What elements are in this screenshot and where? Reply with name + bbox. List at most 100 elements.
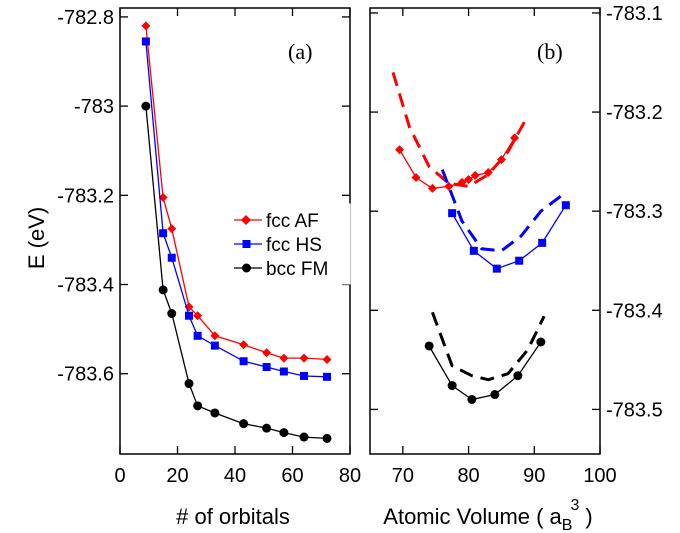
panel-b-point (536, 337, 546, 347)
panel-a-point (185, 311, 193, 320)
panel-a-point (193, 401, 203, 411)
panel-b-series-line (440, 169, 562, 253)
panel-b-ytick-label: -783.2 (606, 102, 663, 124)
panel-b-point (515, 256, 524, 265)
panel-a-point (141, 101, 151, 111)
panel-a-point (141, 21, 151, 31)
panel-a-point (279, 428, 289, 438)
panel-a-label: (a) (288, 39, 312, 64)
panel-a-point (279, 353, 289, 363)
panel-a-point (159, 229, 168, 238)
panel-b-point (411, 172, 421, 182)
panel-a-ytick-label: -782.8 (57, 7, 114, 29)
panel-b-xtick-label: 90 (523, 465, 545, 487)
legend-marker-fcc-af (241, 215, 251, 225)
panel-b-xlabel-sub: B (562, 517, 573, 533)
panel-a-point (167, 224, 177, 234)
legend-marker-bcc-fm (242, 263, 251, 273)
panel-a-marks (141, 21, 332, 443)
panel-a-point (239, 357, 248, 366)
panel-b-point (538, 238, 547, 247)
legend-label-fcc-af: fcc AF (266, 211, 319, 232)
panel-a-point (193, 311, 203, 321)
panel-b-xtick-label: 70 (392, 465, 414, 487)
panel-a-xtick-label: 20 (166, 465, 188, 487)
panel-a-point (158, 285, 168, 295)
panel-b-point (492, 264, 501, 273)
panel-b-point (467, 394, 477, 404)
panel-b-point (464, 174, 474, 184)
panel-b-point (510, 133, 520, 143)
panel-a-point (210, 341, 219, 350)
legend-entry-fcc-af: fcc AF (234, 211, 319, 232)
panel-b-frame (369, 7, 601, 455)
legend-marker-fcc-hs (242, 240, 251, 248)
panel-b-xtick-label: 100 (583, 465, 616, 487)
panel-a-point (141, 37, 150, 46)
panel-a-point (322, 433, 332, 443)
panel-a-point (167, 309, 177, 319)
panel-a-point (210, 331, 220, 341)
panel-b-point (447, 381, 457, 391)
panel-a-point (239, 419, 249, 429)
panel-a-point (299, 432, 309, 442)
panel-b-point (448, 209, 457, 218)
panel-b-series-line (430, 311, 546, 382)
panel-a-point (184, 379, 194, 389)
panel-a-point (193, 331, 202, 340)
panel-a-xlabel: # of orbitals (176, 504, 290, 529)
panel-a-point (323, 372, 331, 381)
panel-b-xlabel-sup: 3 (570, 497, 579, 514)
panel-a-point (262, 363, 271, 372)
panel-b-xtick-label: 80 (457, 465, 479, 487)
panel-a-point (300, 371, 308, 380)
panel-a-xtick-label: 0 (114, 465, 125, 487)
panel-a-point (158, 193, 168, 203)
panel-b-ytick-label: -783.5 (606, 399, 663, 421)
panel-b-ticks: 70 80 90 100 -783.1 -783.2 -783.3 -783.4 -783.5 (370, 3, 663, 487)
panel-b-xlabel: Atomic Volume ( aB 3) (383, 497, 592, 533)
panel-a-ytick-label: -783.6 (57, 364, 114, 386)
panel-a-ytick-label: -783 (74, 96, 114, 118)
panel-b-point (395, 145, 405, 155)
panel-a-point (262, 423, 272, 433)
panel-a-point (279, 367, 288, 376)
panel-b-point (490, 390, 500, 400)
panel-b-point (561, 201, 570, 210)
panel-a-xtick-label: 60 (281, 465, 303, 487)
panel-a: 0 20 40 60 80 -782.8 -783 -783.2 -783.4 -783.6 (a… (24, 7, 361, 529)
panel-a-xtick-label: 80 (339, 465, 361, 487)
panel-b-point (470, 170, 480, 180)
panel-a-point (239, 340, 249, 350)
legend-entry-fcc-hs: fcc HS (234, 235, 322, 256)
panel-b-ytick-label: -783.3 (606, 201, 663, 223)
panel-b-point (427, 183, 437, 193)
panel-b-series-line (451, 204, 567, 270)
panel-b-ytick-label: -783.1 (606, 3, 663, 25)
panel-a-point (299, 353, 309, 363)
panel-b-xlabel-end: ) (585, 504, 592, 529)
panel-b-label: (b) (537, 39, 563, 64)
panel-a-ticks: 0 20 40 60 80 -782.8 -783 -783.2 -783.4 -783.6 (57, 7, 361, 487)
panel-b-point (424, 341, 434, 351)
panel-b-series-line (391, 71, 526, 188)
panel-b-ytick-label: -783.4 (606, 300, 663, 322)
panel-a-ytick-label: -783.2 (57, 185, 114, 207)
panel-a-ylabel: E (eV) (24, 207, 49, 269)
panel-b-marks (391, 71, 570, 404)
panel-a-point (210, 408, 220, 418)
legend: fcc AF fcc HS bcc FM (229, 203, 351, 285)
panel-a-point (322, 354, 332, 364)
legend-label-bcc-fm: bcc FM (266, 259, 328, 280)
panel-b-point (483, 168, 493, 178)
legend-label-fcc-hs: fcc HS (266, 235, 322, 256)
panel-b-point (469, 246, 478, 255)
panel-b: 70 80 90 100-783.1-783.2-783.3-783.4-783.5 … (369, 3, 663, 533)
legend-entry-bcc-fm: bcc FM (234, 259, 328, 280)
panel-b-series-line (428, 341, 542, 401)
panel-a-ytick-label: -783.4 (57, 275, 114, 297)
panel-a-point (262, 348, 272, 358)
panel-b-point (513, 371, 523, 381)
panel-b-point (444, 181, 454, 191)
